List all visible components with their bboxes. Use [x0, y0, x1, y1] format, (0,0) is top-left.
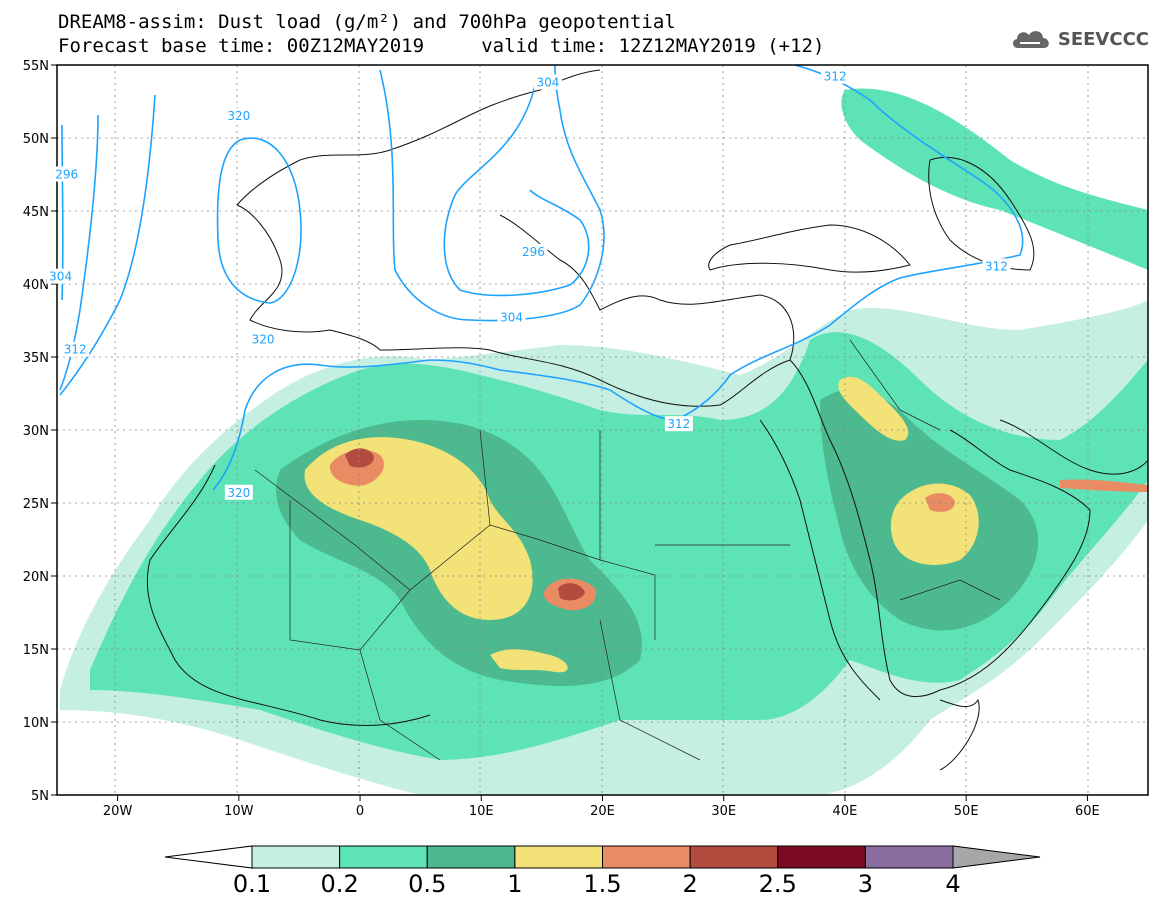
contour-label: 312: [64, 343, 87, 357]
contour-label-bg: [61, 341, 90, 357]
dust-level-2: [345, 448, 374, 468]
colorbar-swatch: [251, 845, 341, 869]
lat-tick-label: 15N: [23, 643, 49, 658]
colorbar-swatch: [777, 845, 866, 869]
coastlines: [146, 69, 1148, 771]
contour-label: 304: [500, 311, 523, 325]
lat-tick-label: 5N: [31, 789, 49, 804]
contour-labels: 320 296 304 312 304 296 304 320 320 312 312 312: [46, 68, 1011, 500]
colorbar-level-label: 4: [945, 870, 961, 898]
colorbar-swatch: [426, 845, 516, 869]
logo-text: SEEVCCC: [1057, 28, 1149, 50]
lon-tick-label: 30E: [711, 804, 736, 819]
dust-level-0.2-north: [841, 88, 1148, 270]
colorbar-level-label: 2.5: [758, 870, 797, 898]
contour-label-bg: [664, 416, 693, 432]
colorbar-swatch: [602, 845, 691, 869]
contour-label-bg: [982, 258, 1011, 274]
colorbar-level-label: 0.5: [408, 870, 447, 898]
lat-tick-label: 50N: [23, 132, 49, 147]
contour-label-bg: [224, 108, 253, 124]
contour-label-bg: [533, 74, 562, 90]
country-borders: [254, 339, 1001, 761]
contour-label-bg: [52, 166, 81, 182]
lat-tick-label: 45N: [23, 205, 49, 220]
colorbar-under-arrow: [164, 845, 253, 869]
dust-level-1-arabia: [890, 483, 979, 565]
colorbar-over-arrow: [952, 845, 1041, 869]
lat-tick-label: 25N: [23, 497, 49, 512]
contour-label: 304: [49, 270, 72, 284]
contour-label: 296: [55, 168, 78, 182]
contour-label: 320: [252, 332, 275, 346]
lon-tick-label: 50E: [954, 804, 979, 819]
lat-tick-label: 35N: [23, 351, 49, 366]
lon-tick-label: 10W: [224, 804, 254, 819]
lon-tick-label: 20W: [103, 804, 133, 819]
dust-level-2-chad: [558, 583, 585, 601]
contour-label: 312: [667, 417, 690, 431]
lon-axis: 20W 10W 0 10E 20E 30E 40E 50E 60E: [103, 795, 1100, 819]
geopotential-contours: [59, 65, 1024, 491]
dust-level-1.5-gulf: [1060, 479, 1148, 492]
lat-tick-label: 55N: [23, 59, 49, 74]
lon-tick-label: 10E: [469, 804, 494, 819]
lat-tick-label: 30N: [23, 424, 49, 439]
seevccc-logo: SEEVCCC: [1010, 26, 1149, 52]
forecast-times: Forecast base time: 00Z12MAY2019 valid t…: [58, 35, 825, 57]
colorbar-level-label: 1.5: [583, 870, 622, 898]
contour-label: 320: [227, 486, 250, 500]
contour-label: 320: [227, 109, 250, 123]
contour-label-bg: [497, 309, 526, 325]
colorbar-level-label: 0.1: [232, 870, 272, 898]
graticule: [57, 65, 1148, 795]
lat-axis: 55N 50N 45N 40N 35N 30N 25N 20N 15N 10N 5N: [23, 59, 57, 804]
colorbar-level-label: 3: [857, 870, 874, 898]
contour-label: 312: [985, 259, 1008, 273]
dust-level-1-chad: [490, 649, 568, 673]
colorbar-level-label: 0.2: [320, 870, 359, 898]
dust-level-1-iraq: [838, 376, 909, 441]
cloud-icon: [1012, 31, 1049, 48]
lat-tick-label: 20N: [23, 570, 49, 585]
dust-shading: [60, 88, 1148, 795]
lat-tick-label: 40N: [23, 278, 49, 293]
colorbar-swatch: [864, 845, 954, 869]
contour-label-bg: [46, 268, 75, 284]
contour-label: 304: [536, 76, 559, 90]
colorbar-level-label: 1: [507, 870, 523, 898]
contour-label-bg: [224, 484, 253, 500]
contour-label-bg: [519, 243, 548, 259]
colorbar: [164, 845, 1041, 869]
colorbar-level-label: 2: [682, 870, 698, 898]
contour-label-bg: [821, 68, 850, 84]
colorbar-swatch: [514, 845, 603, 869]
lon-tick-label: 40E: [833, 804, 858, 819]
lon-tick-label: 0: [356, 804, 364, 819]
lon-tick-label: 20E: [590, 804, 615, 819]
colorbar-swatch: [689, 845, 779, 869]
dust-level-1.5-arabia: [925, 493, 955, 512]
contour-label-bg: [249, 331, 278, 347]
lon-tick-label: 60E: [1075, 804, 1100, 819]
colorbar-swatch: [339, 845, 428, 869]
lat-tick-label: 10N: [23, 716, 49, 731]
contour-label: 296: [522, 245, 545, 259]
map-title: DREAM8-assim: Dust load (g/m²) and 700hP…: [58, 11, 676, 33]
contour-label: 312: [824, 70, 847, 84]
